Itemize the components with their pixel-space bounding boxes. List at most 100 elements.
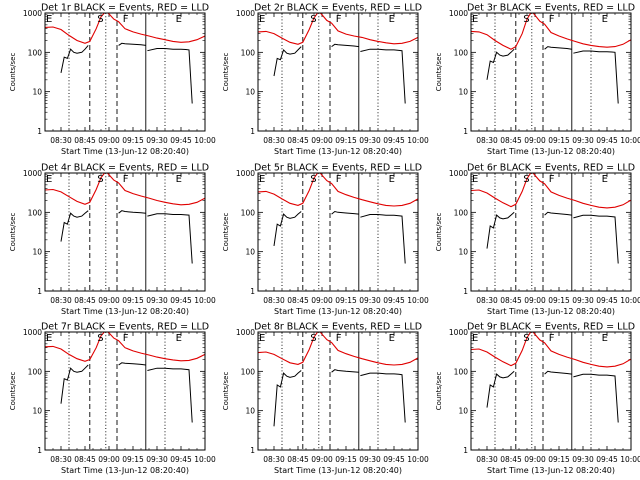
x-tick-label: 09:45 [170,136,192,145]
series-group [471,332,631,423]
x-tick-label: 08:45 [500,455,522,464]
y-tick-label: 1 [250,287,255,296]
x-tick-label: 08:45 [287,296,309,305]
events-series-line [486,48,515,80]
events-series-line [147,48,193,104]
y-axis-label: Counts/sec [435,53,443,92]
series-group [258,332,418,427]
series-group [258,173,418,264]
y-tick-label: 10 [32,248,42,257]
events-series-line [331,369,359,373]
x-tick-label: 09:45 [596,296,618,305]
events-series-line [360,372,406,423]
lld-series-line [45,332,205,362]
x-tick-label: 09:45 [170,296,192,305]
x-tick-label: 09:30 [359,455,381,464]
events-series-line [331,43,359,48]
x-tick-label: 09:00 [311,296,333,305]
events-series-line [60,45,89,73]
lld-series-line [258,13,418,45]
events-series-line [118,210,146,214]
y-tick-label: 10 [458,88,468,97]
x-tick-label: 08:30 [50,296,72,305]
marker-letter: E [602,174,608,185]
panel-title: Det 2r BLACK = Events, RED = LLD [254,3,422,14]
marker-letter: F [336,333,342,344]
events-series-line [544,370,572,375]
x-tick-label: 09:00 [98,296,120,305]
x-tick-label: 09:45 [383,455,405,464]
plot-frame [44,12,206,132]
events-series-line [60,364,89,404]
plot-frame [44,331,206,451]
marker-letter: E [46,174,52,185]
plot-frame [257,331,419,451]
lld-series-line [258,173,418,207]
y-tick-label: 1 [463,127,468,136]
y-tick-label: 1000 [236,9,255,18]
series-group [45,173,205,264]
panel-9: Det 9r BLACK = Events, RED = LLD Counts/s… [435,322,640,476]
x-tick-label: 09:30 [146,136,168,145]
x-tick-label: 10:00 [194,455,216,464]
marker-letter: E [602,333,608,344]
panel-1: Det 1r BLACK = Events, RED = LLD Counts/s… [9,3,216,157]
y-tick-label: 10 [458,407,468,416]
x-tick-label: 09:15 [548,296,570,305]
x-tick-label: 09:15 [548,136,570,145]
panel-title: Det 6r BLACK = Events, RED = LLD [467,163,635,174]
series-group [45,13,205,104]
marker-letter: F [123,14,129,25]
x-tick-label: 08:45 [500,296,522,305]
panel-2: Det 2r BLACK = Events, RED = LLD Counts/s… [222,3,429,157]
lld-series-line [258,332,418,366]
plot-frame [257,172,419,292]
y-axis-label: Counts/sec [435,213,443,252]
y-axis-label: Counts/sec [222,372,230,411]
plot-frame [470,172,632,292]
y-axis-label: Counts/sec [222,213,230,252]
x-tick-label: 09:30 [572,296,594,305]
y-tick-label: 1000 [236,328,255,337]
y-tick-label: 100 [454,208,469,217]
series-group [471,13,631,104]
x-tick-label: 09:00 [311,136,333,145]
marker-letter: F [549,333,555,344]
x-tick-label: 09:45 [596,455,618,464]
x-tick-label: 09:00 [524,296,546,305]
panel-3: Det 3r BLACK = Events, RED = LLD Counts/s… [435,3,640,157]
x-tick-label: 08:45 [74,455,96,464]
events-series-line [486,211,515,249]
x-axis-label: Start Time (13-Jun-12 08:20:40) [274,147,402,156]
panel-7: Det 7r BLACK = Events, RED = LLD Counts/s… [9,322,216,476]
x-axis-label: Start Time (13-Jun-12 08:20:40) [274,307,402,316]
x-tick-label: 10:00 [407,136,429,145]
lld-series-line [45,13,205,44]
panel-title: Det 9r BLACK = Events, RED = LLD [467,322,635,333]
x-tick-label: 08:30 [50,455,72,464]
events-series-line [331,210,359,215]
marker-letter: F [123,174,129,185]
x-tick-label: 09:00 [98,136,120,145]
y-axis-label: Counts/sec [435,372,443,411]
y-tick-label: 100 [454,367,469,376]
marker-letter: S [97,174,103,185]
x-tick-label: 08:30 [476,296,498,305]
marker-letter: S [523,333,529,344]
panel-title: Det 3r BLACK = Events, RED = LLD [467,3,635,14]
panel-title: Det 5r BLACK = Events, RED = LLD [254,163,422,174]
x-tick-label: 08:30 [263,296,285,305]
lld-series-line [471,173,631,209]
x-tick-label: 09:15 [548,455,570,464]
x-tick-label: 08:30 [263,136,285,145]
y-tick-label: 1000 [23,9,42,18]
y-tick-label: 10 [245,88,255,97]
x-tick-label: 09:00 [524,455,546,464]
marker-letter: F [549,14,555,25]
y-tick-label: 100 [454,48,469,57]
y-tick-label: 10 [32,407,42,416]
x-tick-label: 09:00 [98,455,120,464]
x-tick-label: 09:45 [596,136,618,145]
marker-letter: E [259,333,265,344]
events-series-line [544,211,572,216]
